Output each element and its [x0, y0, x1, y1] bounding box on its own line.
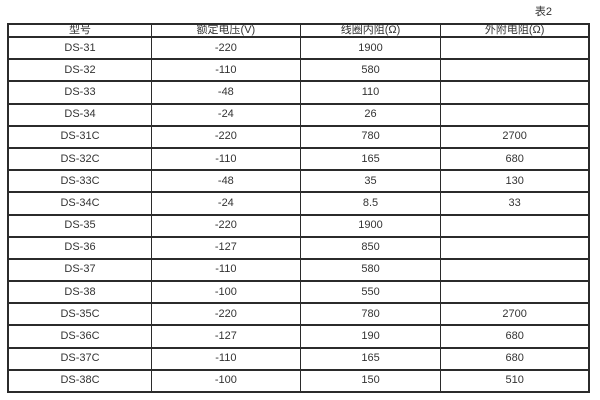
table-cell: 510 [440, 368, 590, 394]
table-cell: 33 [440, 191, 590, 216]
table-cell: DS-31C [7, 124, 152, 149]
table-cell: 150 [299, 368, 442, 394]
table-cell: 550 [299, 280, 442, 305]
column-header-ext-res: 外附电阻(Ω) [440, 23, 590, 38]
table-cell: 680 [440, 146, 590, 172]
table-body: DS-31 -220 1900 DS-32 -110 580 DS-33 -48 110 DS-3… [7, 35, 590, 394]
table-row: DS-31C -220 780 2700 [7, 124, 590, 149]
table-cell [440, 102, 590, 127]
table-cell: DS-36C [7, 324, 152, 349]
table-cell: -100 [151, 280, 301, 305]
table-cell: 1900 [299, 213, 442, 238]
table-header-row: 型号 额定电压(V) 线圈内阻(Ω) 外附电阻(Ω) [7, 23, 590, 38]
table-cell [440, 213, 590, 238]
table-cell: -24 [151, 102, 301, 127]
table-cell: DS-31 [7, 35, 152, 61]
table-cell: 190 [299, 324, 442, 349]
table-cell: -110 [151, 257, 301, 283]
table-cell: -48 [151, 80, 301, 105]
table-cell: 580 [299, 257, 442, 283]
table-cell: DS-37C [7, 346, 152, 371]
column-header-coil-res: 线圈内阻(Ω) [299, 23, 442, 38]
column-header-voltage: 额定电压(V) [151, 23, 301, 38]
table-cell: 580 [299, 58, 442, 83]
table-cell: -127 [151, 324, 301, 349]
table-cell: 35 [299, 169, 442, 194]
table-cell: -110 [151, 146, 301, 172]
table-row: DS-32 -110 580 [7, 58, 590, 83]
table-cell: -110 [151, 58, 301, 83]
table-cell: -110 [151, 346, 301, 371]
table-cell: 8.5 [299, 191, 442, 216]
table-row: DS-37 -110 580 [7, 257, 590, 283]
table-cell: DS-32C [7, 146, 152, 172]
table-row: DS-33 -48 110 [7, 80, 590, 105]
table-row: DS-38C -100 150 510 [7, 368, 590, 394]
table-cell: DS-35 [7, 213, 152, 238]
table-cell: -220 [151, 213, 301, 238]
column-header-model: 型号 [7, 23, 152, 38]
table-cell: DS-38 [7, 280, 152, 305]
table-cell: -100 [151, 368, 301, 394]
table-row: DS-33C -48 35 130 [7, 169, 590, 194]
table-cell: 165 [299, 346, 442, 371]
table-cell: -127 [151, 235, 301, 260]
spec-table: 型号 额定电压(V) 线圈内阻(Ω) 外附电阻(Ω) DS-31 -220 1900… [7, 23, 590, 394]
table-cell [440, 257, 590, 283]
table-cell: 780 [299, 124, 442, 149]
table-cell: -48 [151, 169, 301, 194]
table-row: DS-36C -127 190 680 [7, 324, 590, 349]
table-cell: DS-32 [7, 58, 152, 83]
table-cell: DS-34C [7, 191, 152, 216]
table-caption: 表2 [534, 6, 552, 18]
table-cell: -220 [151, 302, 301, 327]
table-row: DS-32C -110 165 680 [7, 146, 590, 172]
table-cell: 26 [299, 102, 442, 127]
table-row: DS-35 -220 1900 [7, 213, 590, 238]
table-cell: 2700 [440, 124, 590, 149]
table-cell [440, 80, 590, 105]
table-cell: DS-34 [7, 102, 152, 127]
table-cell [440, 280, 590, 305]
table-cell [440, 35, 590, 61]
table-cell: 780 [299, 302, 442, 327]
table-cell: 2700 [440, 302, 590, 327]
table-cell: 680 [440, 324, 590, 349]
table-cell [440, 58, 590, 83]
table-cell: DS-33C [7, 169, 152, 194]
table-cell: -24 [151, 191, 301, 216]
table-cell: DS-33 [7, 80, 152, 105]
table-cell: 1900 [299, 35, 442, 61]
table-cell: 130 [440, 169, 590, 194]
table-row: DS-37C -110 165 680 [7, 346, 590, 371]
table-cell: 110 [299, 80, 442, 105]
table-row: DS-31 -220 1900 [7, 35, 590, 61]
table-cell: 680 [440, 346, 590, 371]
table-row: DS-34C -24 8.5 33 [7, 191, 590, 216]
table-cell: DS-36 [7, 235, 152, 260]
table-cell: 850 [299, 235, 442, 260]
table-cell: -220 [151, 124, 301, 149]
table-row: DS-36 -127 850 [7, 235, 590, 260]
table-cell [440, 235, 590, 260]
table-cell: -220 [151, 35, 301, 61]
table-row: DS-35C -220 780 2700 [7, 302, 590, 327]
table-cell: DS-37 [7, 257, 152, 283]
table-row: DS-38 -100 550 [7, 280, 590, 305]
table-row: DS-34 -24 26 [7, 102, 590, 127]
table-cell: DS-35C [7, 302, 152, 327]
table-cell: DS-38C [7, 368, 152, 394]
table-cell: 165 [299, 146, 442, 172]
